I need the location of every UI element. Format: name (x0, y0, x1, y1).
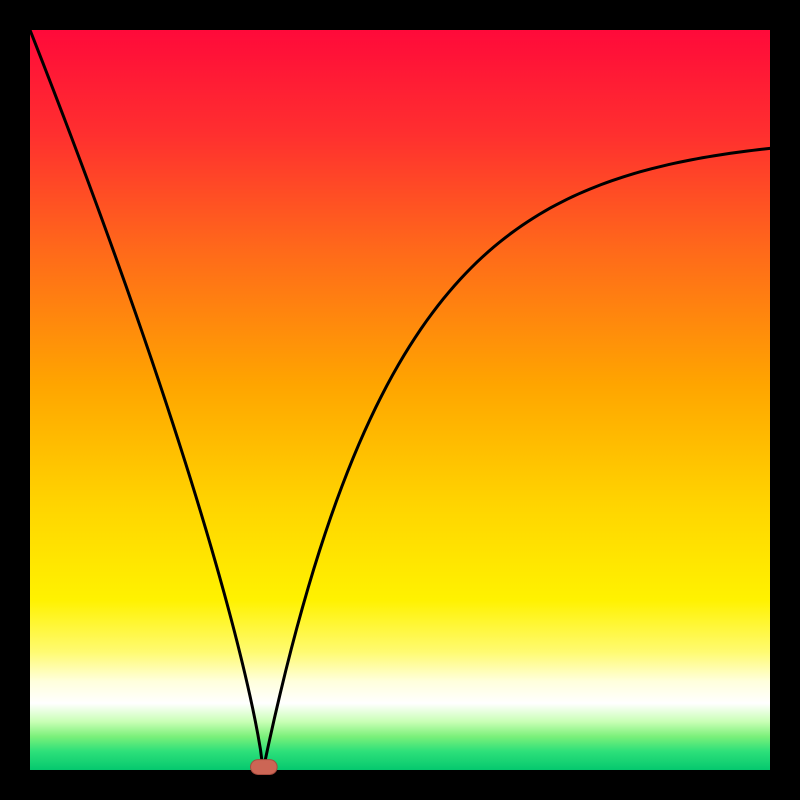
plot-background (30, 30, 770, 770)
chart-svg (0, 0, 800, 800)
chart-frame: TheBottleneck.com (0, 0, 800, 800)
cusp-marker (251, 760, 278, 775)
